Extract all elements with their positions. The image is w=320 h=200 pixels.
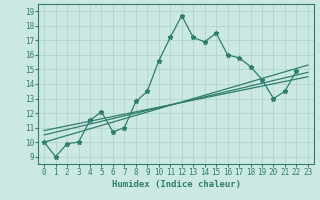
- X-axis label: Humidex (Indice chaleur): Humidex (Indice chaleur): [111, 180, 241, 189]
